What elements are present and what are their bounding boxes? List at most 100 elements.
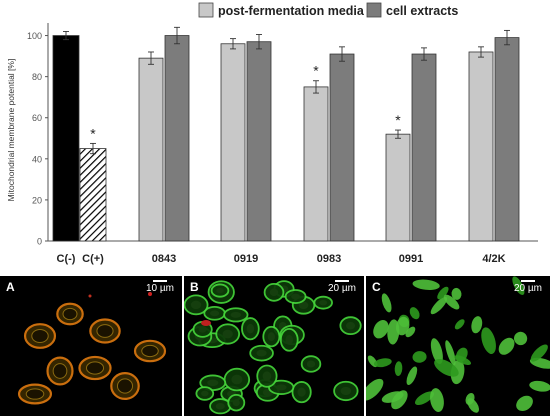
cell-shape	[381, 293, 392, 313]
micrograph-panel-b: B 20 µm	[184, 276, 364, 416]
x-tick-label: 0919	[234, 253, 258, 265]
cell-shape	[230, 311, 242, 318]
cell-shape	[232, 399, 240, 407]
cell-shape	[451, 287, 462, 300]
control-bar	[79, 148, 107, 242]
cell-shape	[454, 319, 465, 330]
y-axis-ticks: 0 20 40 60 80 100	[27, 31, 48, 247]
x-axis-labels: C(-) C(+) 0843 0919 0983 0991 4/2K	[57, 253, 506, 265]
series-bar	[138, 57, 164, 242]
scale-bar-c: 20 µm	[514, 280, 542, 294]
cell-shape	[481, 327, 496, 355]
cell-shape	[148, 292, 152, 296]
scale-label-a: 10 µm	[146, 283, 174, 294]
series-bar	[303, 86, 329, 242]
chart-bars: * * *	[52, 26, 520, 242]
x-tick-label: C(+)	[82, 253, 104, 265]
chart-axes	[47, 23, 538, 242]
series-bar	[220, 43, 246, 242]
cell-shape	[530, 344, 548, 362]
cell-shape	[285, 334, 294, 345]
y-tick-label: 80	[32, 72, 42, 82]
cell-shape	[198, 326, 207, 333]
series-bar	[468, 51, 494, 242]
cell-shape	[465, 392, 475, 405]
cell-shape	[406, 366, 418, 386]
cell-shape	[262, 371, 272, 381]
y-tick-label: 60	[32, 113, 42, 123]
y-axis-label: Mitochondrial membrane potential [%]	[6, 59, 16, 202]
cell-shape	[409, 307, 420, 320]
x-tick-label: 0843	[152, 253, 176, 265]
series-bar	[411, 53, 437, 242]
cell-shape	[62, 307, 78, 321]
series-bar	[494, 37, 520, 242]
legend-swatch-post-fermentation	[198, 2, 214, 18]
cell-shape	[216, 287, 224, 294]
cell-shape	[405, 326, 416, 338]
cell-shape	[387, 319, 400, 345]
chart-legend: post-fermentation media cell extracts	[198, 2, 458, 18]
series-bar	[385, 133, 411, 242]
cell-shape	[516, 395, 533, 411]
cell-shape	[394, 361, 403, 376]
cell-shape	[291, 293, 301, 300]
panel-letter-c: C	[372, 280, 381, 294]
cell-shape	[373, 358, 392, 368]
panel-letter-b: B	[190, 280, 199, 294]
cell-shape	[246, 323, 255, 334]
x-tick-label: C(-)	[57, 253, 76, 265]
cell-shape	[391, 390, 408, 410]
y-tick-label: 20	[32, 195, 42, 205]
micrograph-image-c	[366, 276, 550, 413]
cell-shape	[373, 320, 389, 339]
legend-swatch-cell-extracts	[366, 2, 382, 18]
x-tick-label: 4/2K	[482, 253, 505, 265]
cell-shape	[297, 387, 306, 397]
cell-shape	[85, 361, 105, 375]
cell-shape	[256, 349, 267, 357]
cell-shape	[88, 294, 92, 298]
cell-shape	[366, 378, 384, 401]
cell-shape	[529, 380, 550, 392]
cell-shape	[96, 324, 114, 338]
panel-letter-a: A	[6, 280, 15, 294]
cell-shape	[207, 379, 219, 387]
cell-shape	[222, 329, 233, 339]
cell-shape	[190, 300, 202, 310]
cell-shape	[231, 374, 243, 385]
cell-shape	[116, 378, 134, 394]
significance-marker: *	[90, 125, 96, 141]
cell-shape	[319, 299, 328, 306]
cell-shape	[52, 363, 68, 379]
cell-shape	[141, 344, 159, 358]
cell-shape	[430, 296, 448, 315]
micrograph-panel-a: A 10 µm	[0, 276, 182, 416]
cell-shape	[412, 279, 440, 290]
significance-marker: *	[313, 63, 319, 79]
scale-bar-a: 10 µm	[146, 280, 174, 294]
cell-shape	[430, 338, 443, 364]
cell-shape	[414, 391, 435, 405]
x-tick-label: 0991	[399, 253, 423, 265]
cell-shape	[201, 320, 211, 326]
series-bar	[164, 35, 190, 242]
cell-shape	[201, 390, 209, 397]
cell-shape	[345, 321, 356, 330]
cell-shape	[445, 340, 456, 366]
legend-label-post-fermentation: post-fermentation media	[218, 4, 365, 18]
cell-shape	[215, 403, 225, 410]
cell-shape	[512, 276, 525, 295]
micrograph-image-b	[184, 280, 362, 415]
cell-shape	[267, 332, 275, 341]
series-bar	[246, 41, 272, 242]
y-tick-label: 100	[27, 31, 42, 41]
cell-shape	[434, 358, 459, 377]
micrograph-panel-c: C 20 µm	[366, 276, 550, 416]
cell-shape	[471, 316, 483, 334]
scale-label-b: 20 µm	[328, 283, 356, 294]
scale-label-c: 20 µm	[514, 283, 542, 294]
cell-shape	[340, 386, 352, 396]
cell-shape	[514, 331, 528, 346]
series-bar	[329, 53, 355, 242]
